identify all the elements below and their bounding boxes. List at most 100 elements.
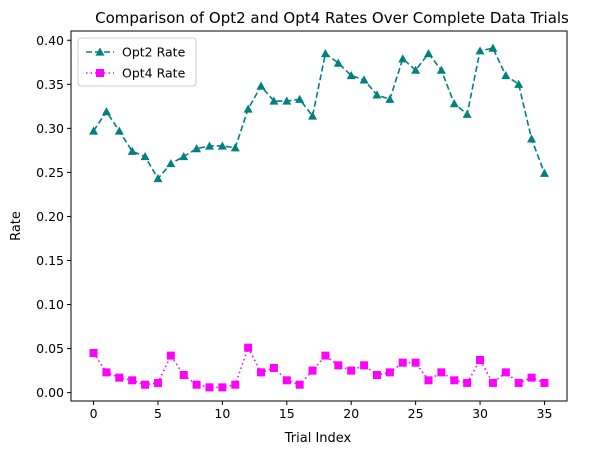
data-point bbox=[101, 107, 111, 116]
y-tick-label: 0.00 bbox=[36, 385, 64, 400]
data-point bbox=[244, 343, 253, 352]
data-point bbox=[476, 356, 485, 365]
data-point bbox=[153, 174, 163, 183]
data-point bbox=[462, 109, 472, 118]
data-point bbox=[501, 368, 510, 377]
data-point bbox=[320, 48, 330, 58]
data-point bbox=[527, 373, 536, 382]
data-point bbox=[346, 70, 356, 80]
data-point bbox=[269, 96, 279, 105]
data-point bbox=[488, 378, 497, 387]
data-point bbox=[372, 371, 381, 380]
data-point bbox=[192, 380, 201, 389]
data-point bbox=[437, 368, 446, 377]
data-point bbox=[269, 363, 278, 372]
x-tick-label: 25 bbox=[408, 406, 424, 421]
data-point bbox=[230, 143, 240, 152]
data-point bbox=[166, 159, 176, 168]
legend-label: Opt4 Rate bbox=[122, 66, 186, 81]
data-point bbox=[424, 376, 433, 385]
data-point bbox=[89, 126, 99, 135]
data-point bbox=[436, 65, 446, 74]
data-point bbox=[385, 94, 395, 103]
data-point bbox=[321, 351, 330, 360]
x-tick-label: 35 bbox=[537, 406, 553, 421]
x-tick-label: 30 bbox=[472, 406, 488, 421]
data-point bbox=[308, 111, 318, 120]
data-point bbox=[205, 383, 214, 392]
data-point bbox=[115, 373, 124, 382]
legend: Opt2 Rate Opt4 Rate bbox=[77, 37, 197, 87]
data-point bbox=[411, 65, 421, 74]
data-point bbox=[218, 383, 227, 392]
chart-title: Comparison of Opt2 and Opt4 Rates Over C… bbox=[95, 9, 569, 27]
data-point bbox=[257, 368, 266, 377]
data-point bbox=[501, 70, 511, 80]
x-axis: 0 5 10 15 20 25 30 35 bbox=[90, 401, 553, 421]
data-point bbox=[333, 58, 343, 67]
data-point bbox=[398, 54, 408, 63]
legend-label: Opt2 Rate bbox=[122, 45, 186, 60]
x-tick-label: 15 bbox=[279, 406, 295, 421]
data-point bbox=[140, 152, 150, 161]
x-tick-label: 10 bbox=[214, 406, 230, 421]
data-point bbox=[243, 104, 253, 113]
legend-marker bbox=[96, 69, 104, 77]
data-point bbox=[114, 126, 124, 135]
data-point bbox=[217, 141, 227, 150]
series-layer bbox=[89, 43, 549, 392]
data-point bbox=[256, 81, 266, 90]
data-point bbox=[334, 361, 343, 370]
y-axis: 0.00 0.05 0.10 0.15 0.20 0.25 0.30 0.35 0.40 bbox=[36, 33, 71, 400]
legend-box bbox=[77, 37, 197, 87]
legend-marker bbox=[95, 47, 105, 56]
x-tick-label: 5 bbox=[154, 406, 162, 421]
data-point bbox=[308, 366, 317, 375]
y-tick-label: 0.40 bbox=[36, 33, 64, 48]
data-point bbox=[282, 96, 292, 105]
data-point bbox=[204, 141, 214, 150]
data-point bbox=[463, 378, 472, 387]
data-point bbox=[514, 79, 524, 88]
x-tick-label: 20 bbox=[343, 406, 359, 421]
data-point bbox=[192, 144, 202, 153]
data-point bbox=[153, 378, 162, 387]
data-point bbox=[488, 43, 498, 52]
x-tick-label: 0 bbox=[90, 406, 98, 421]
x-axis-label: Trial Index bbox=[284, 431, 352, 446]
data-point bbox=[179, 371, 188, 380]
data-point bbox=[372, 90, 382, 99]
data-point bbox=[359, 75, 369, 84]
data-point bbox=[514, 378, 523, 387]
data-point bbox=[450, 376, 459, 385]
data-point bbox=[360, 361, 369, 370]
y-tick-label: 0.25 bbox=[36, 165, 64, 180]
data-point bbox=[527, 134, 537, 143]
y-tick-label: 0.10 bbox=[36, 297, 64, 312]
data-point bbox=[295, 380, 304, 389]
data-point bbox=[179, 152, 189, 161]
data-point bbox=[539, 168, 549, 177]
y-tick-label: 0.20 bbox=[36, 209, 64, 224]
data-point bbox=[127, 146, 137, 155]
data-point bbox=[282, 376, 291, 385]
data-point bbox=[385, 368, 394, 377]
y-tick-label: 0.05 bbox=[36, 341, 64, 356]
data-point bbox=[424, 48, 434, 58]
data-point bbox=[398, 358, 407, 367]
series-1 bbox=[89, 43, 549, 183]
data-point bbox=[347, 366, 356, 375]
series-2 bbox=[89, 343, 549, 392]
y-tick-label: 0.30 bbox=[36, 121, 64, 136]
data-point bbox=[128, 376, 137, 385]
data-point bbox=[411, 358, 420, 367]
data-point bbox=[102, 368, 111, 377]
data-point bbox=[89, 348, 98, 357]
data-point bbox=[475, 46, 485, 55]
data-point bbox=[449, 99, 459, 108]
data-point bbox=[141, 380, 150, 389]
data-point bbox=[166, 351, 175, 360]
data-point bbox=[540, 378, 549, 387]
y-axis-label: Rate bbox=[9, 211, 24, 241]
